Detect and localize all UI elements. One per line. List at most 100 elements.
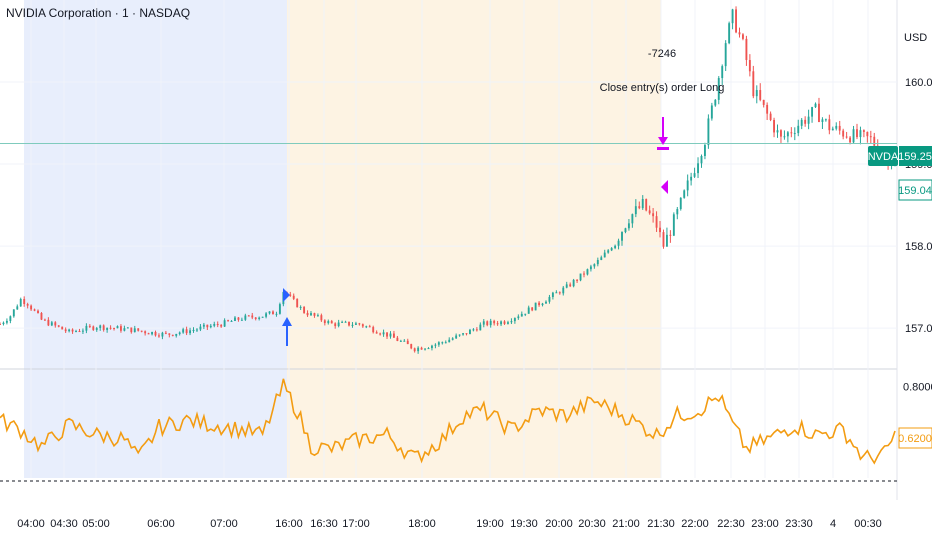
- time-tick-15: 22:00: [681, 518, 709, 530]
- candle-body: [140, 330, 143, 332]
- candle-body: [265, 313, 268, 317]
- candle-body: [448, 339, 451, 343]
- candle-body: [500, 321, 503, 325]
- long-entry-arrow[interactable]: [282, 317, 292, 346]
- time-tick-3: 06:00: [147, 518, 175, 530]
- candle-body: [520, 313, 523, 317]
- time-tick-18: 23:30: [785, 518, 813, 530]
- candle-body: [354, 323, 357, 325]
- time-tick-11: 20:00: [545, 518, 573, 530]
- candle-body: [849, 137, 852, 143]
- candle-body: [583, 273, 585, 275]
- candle-body: [607, 250, 610, 253]
- candle-body: [769, 113, 772, 120]
- premarket-session-band: [24, 0, 287, 478]
- candle-body: [676, 209, 679, 215]
- candle-body: [603, 252, 606, 258]
- candle-body: [40, 312, 43, 320]
- time-tick-8: 18:00: [408, 518, 436, 530]
- candle-body: [223, 320, 226, 327]
- badge-symbol: NVDA: [868, 151, 899, 163]
- candle-body: [9, 316, 12, 321]
- candle-body: [627, 223, 630, 229]
- candle-body: [482, 321, 485, 325]
- candle-body: [648, 210, 651, 214]
- exit-marker-left[interactable]: [661, 180, 668, 194]
- long-entry-marker[interactable]: [283, 288, 290, 302]
- candle-body: [655, 216, 658, 228]
- candle-body: [610, 248, 613, 251]
- chart-title: NVIDIA Corporation · 1 · NASDAQ: [6, 6, 190, 20]
- candle-body: [548, 296, 551, 302]
- candle-body: [558, 292, 561, 294]
- candle-body: [327, 321, 330, 324]
- time-tick-0: 04:00: [17, 518, 45, 530]
- candle-body: [541, 303, 544, 306]
- candle-body: [420, 347, 423, 350]
- candle-body: [617, 240, 620, 246]
- candle-body: [437, 342, 440, 345]
- candle-body: [762, 99, 765, 105]
- candle-body: [507, 322, 509, 324]
- candle-body: [800, 119, 803, 126]
- candle-body: [721, 66, 724, 79]
- candle-body: [690, 176, 693, 181]
- time-axis[interactable]: 04:00 04:30 05:00 06:00 07:00 16:00 16:30 17:00…: [17, 518, 882, 530]
- candle-body: [679, 197, 682, 210]
- candle-body: [672, 214, 675, 236]
- candle-body: [645, 199, 648, 211]
- candle-body: [742, 34, 744, 39]
- candle-body: [862, 130, 865, 132]
- candle-body: [237, 317, 240, 320]
- candle-body: [130, 327, 133, 333]
- candle-body: [303, 306, 306, 313]
- badge-second-price: 159.04: [898, 185, 932, 197]
- candle-body: [278, 304, 281, 314]
- candle-body: [389, 333, 392, 337]
- candle-body: [472, 329, 475, 331]
- price-axis[interactable]: 157.00158.00159.00160.00: [905, 77, 932, 335]
- candle-body: [23, 299, 26, 305]
- candle-body: [717, 78, 720, 100]
- time-tick-9: 19:00: [476, 518, 504, 530]
- candle-body: [348, 321, 350, 326]
- candle-body: [469, 329, 471, 335]
- candle-body: [88, 325, 91, 327]
- candle-body: [396, 337, 399, 341]
- trade-exit-label: Close entry(s) order Long: [600, 82, 725, 94]
- candle-body: [444, 342, 447, 344]
- candle-body: [182, 329, 185, 333]
- time-tick-1: 04:30: [50, 518, 78, 530]
- candle-body: [724, 43, 727, 67]
- candle-body: [838, 125, 841, 131]
- candle-body: [811, 107, 814, 117]
- candle-body: [175, 333, 178, 336]
- candle-body: [344, 321, 347, 323]
- candle-body: [793, 133, 796, 135]
- candle-body: [659, 227, 661, 233]
- last-price-badge[interactable]: NVDA 159.25: [868, 146, 932, 166]
- second-price-badge[interactable]: 159.04: [898, 179, 932, 201]
- candle-body: [244, 315, 247, 320]
- candle-body: [665, 234, 668, 247]
- candle-body: [551, 292, 554, 297]
- currency-label[interactable]: USD: [904, 32, 927, 44]
- candle-body: [234, 317, 236, 321]
- exit-arrow-down[interactable]: [657, 117, 669, 150]
- candle-body: [178, 332, 181, 334]
- candle-body: [227, 320, 230, 322]
- candle-body: [638, 206, 641, 209]
- grid-lines: [0, 0, 897, 478]
- candle-body: [804, 119, 807, 124]
- candle-body: [489, 320, 492, 326]
- candle-body: [119, 326, 122, 331]
- badge-last-price: 159.25: [898, 151, 932, 163]
- candle-body: [33, 309, 36, 311]
- oscillator-value-badge[interactable]: 0.6200: [898, 427, 932, 449]
- candle-body: [106, 327, 109, 330]
- candle-body: [137, 328, 140, 331]
- candle-body: [842, 130, 845, 137]
